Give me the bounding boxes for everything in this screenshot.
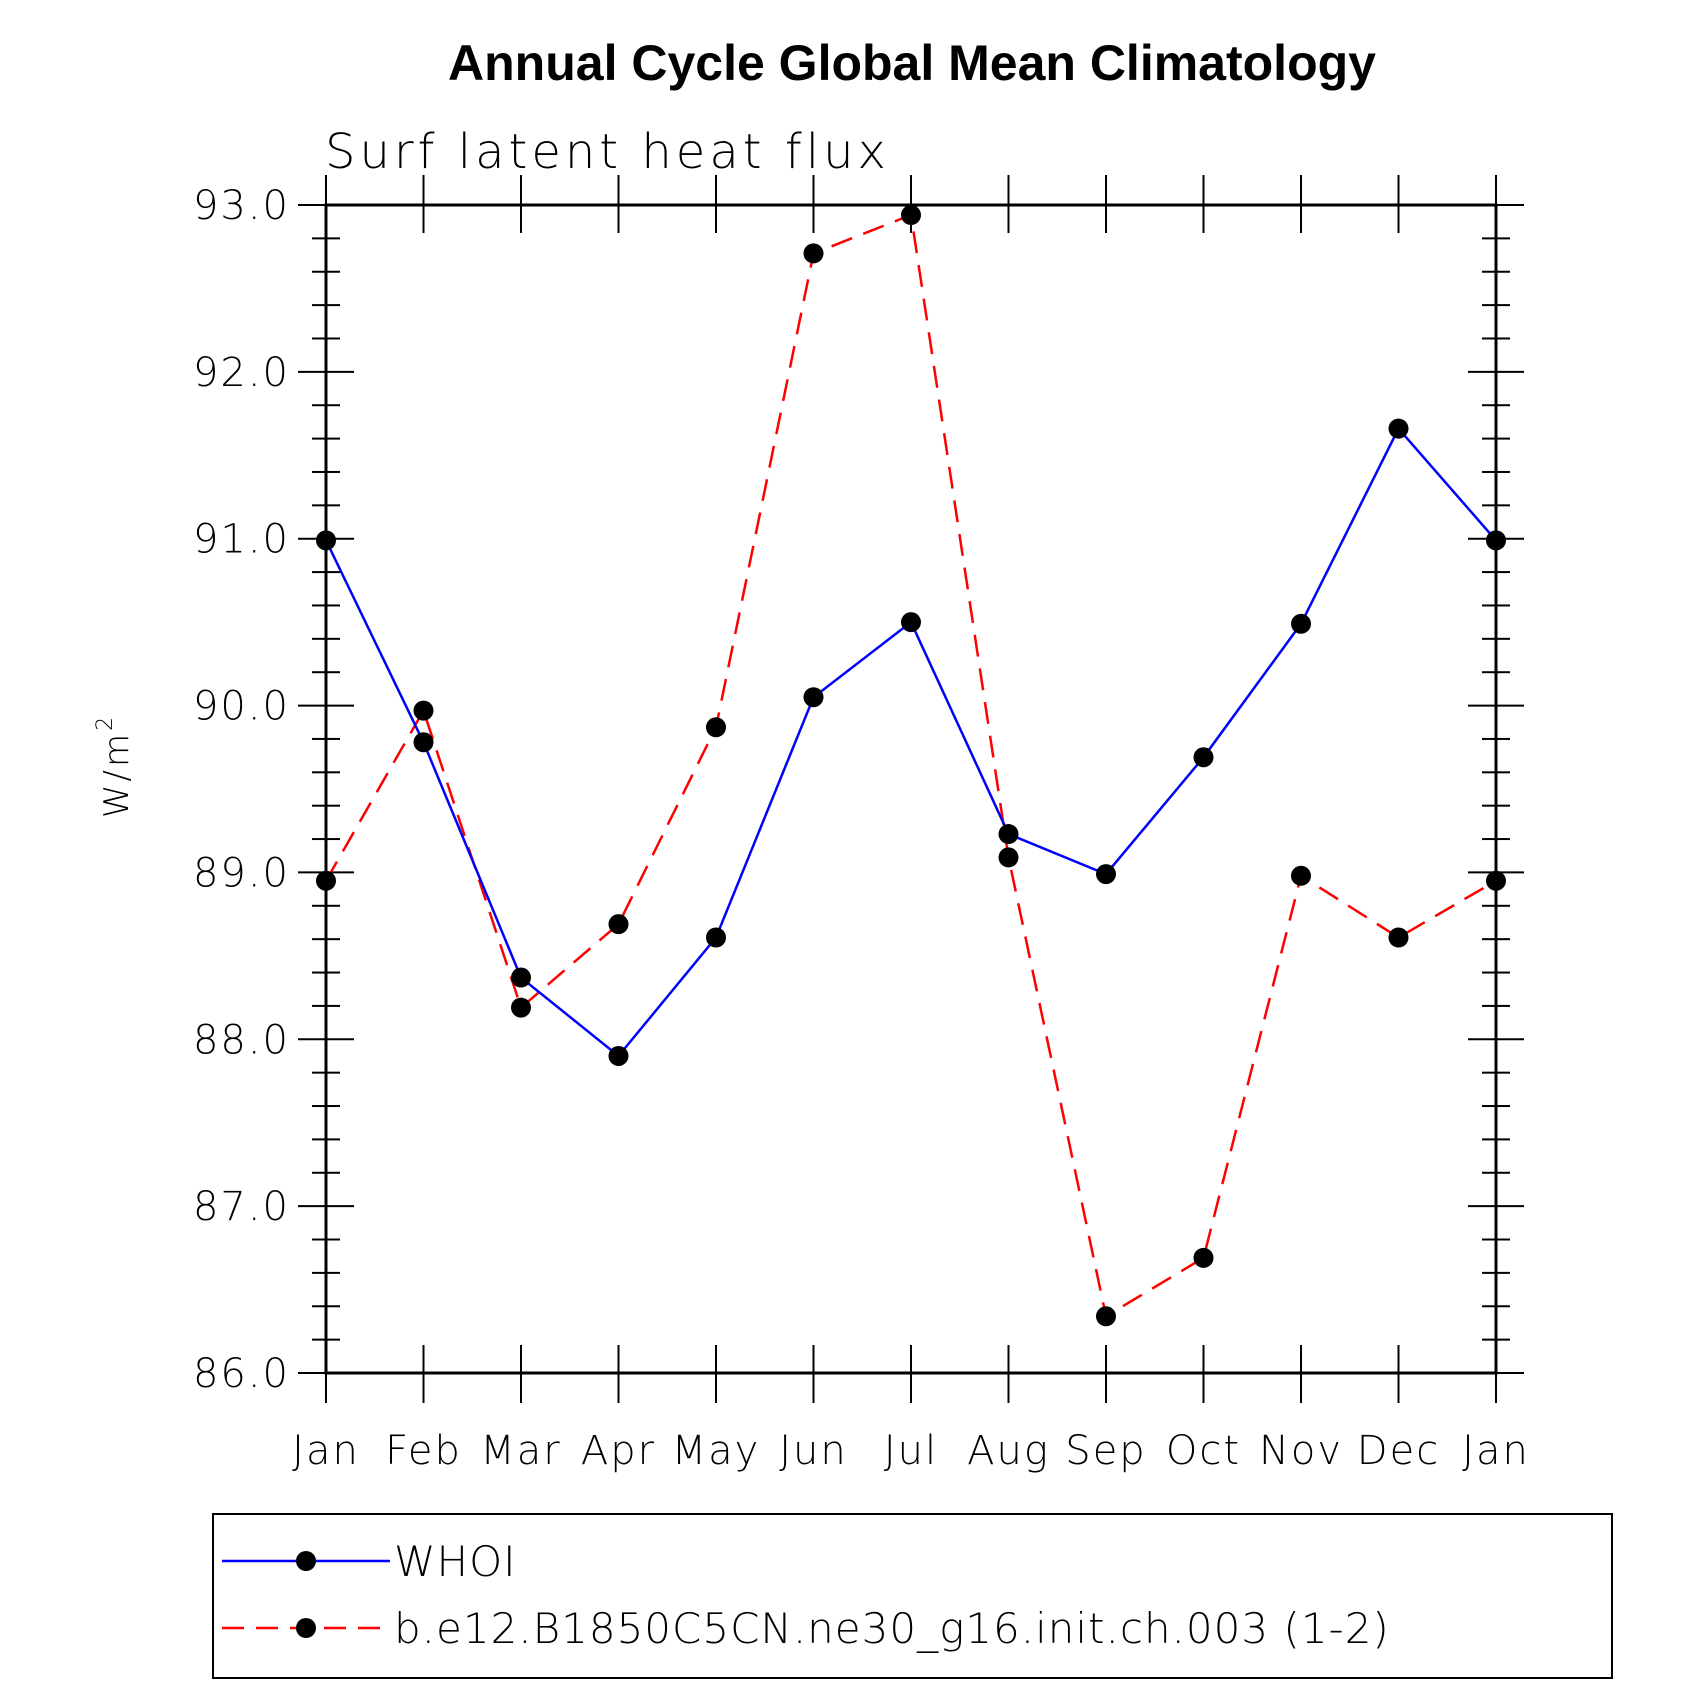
legend-marker-0	[296, 1551, 316, 1571]
data-point-series-0	[413, 732, 434, 753]
y-axis-label-superscript: 2	[93, 714, 118, 731]
data-point-series-0	[1388, 418, 1409, 439]
legend: WHOI b.e12.B1850C5CN.ne30_g16.init.ch.003…	[212, 1513, 1613, 1679]
x-tick-label: Mar	[480, 1428, 561, 1474]
y-tick-label: 87.0	[193, 1184, 290, 1230]
data-point-series-0	[1291, 613, 1311, 634]
data-point-series-0	[1096, 864, 1116, 885]
x-tick-label: Feb	[385, 1428, 462, 1474]
x-tick-label: Oct	[1166, 1428, 1241, 1474]
data-point-series-1	[1193, 1247, 1214, 1268]
legend-label-0: WHOI	[394, 1537, 517, 1586]
x-tick-label: Dec	[1357, 1428, 1440, 1474]
x-tick-label: Jun	[779, 1428, 848, 1474]
x-tick-label: Nov	[1259, 1428, 1343, 1474]
data-point-series-0	[511, 967, 531, 988]
data-point-series-1	[901, 205, 921, 226]
data-point-series-1	[608, 914, 629, 935]
chart-title: Annual Cycle Global Mean Climatology	[448, 35, 1376, 91]
y-tick-label: 86.0	[193, 1351, 290, 1397]
y-tick-label: 89.0	[193, 850, 290, 896]
data-point-series-1	[1096, 1306, 1116, 1327]
data-point-series-0	[316, 530, 336, 551]
plot-area: 86.0 87.0 88.0 89.0 90.0 91.0 92.0 93.0 Jan Feb Ma…	[193, 175, 1530, 1474]
data-point-series-1	[511, 997, 531, 1018]
x-tick-label: Sep	[1065, 1428, 1146, 1474]
legend-label-1: b.e12.B1850C5CN.ne30_g16.init.ch.003 (1-…	[394, 1604, 1390, 1653]
data-point-series-0	[803, 687, 824, 708]
chart-subtitle: Surf latent heat flux	[325, 124, 890, 180]
x-tick-label: Apr	[581, 1428, 656, 1474]
y-tick-label: 90.0	[193, 684, 290, 730]
x-tick-label: Jan	[1462, 1428, 1530, 1474]
data-point-series-0	[901, 612, 921, 633]
y-tick-label: 91.0	[193, 517, 290, 563]
data-point-series-0	[1193, 747, 1214, 768]
data-point-series-0	[998, 824, 1019, 845]
data-point-series-0	[706, 927, 726, 948]
data-point-series-0	[1486, 530, 1506, 551]
y-tick-label: 88.0	[193, 1017, 290, 1063]
y-axis-label: W/m2	[93, 714, 137, 818]
data-point-series-1	[316, 870, 336, 891]
x-tick-label: Jul	[884, 1428, 938, 1474]
x-tick-label: May	[672, 1428, 761, 1474]
plot-frame	[324, 203, 1498, 1375]
data-point-series-1	[803, 243, 824, 264]
series-line-0	[324, 426, 1497, 1058]
data-point-series-1	[413, 700, 434, 721]
data-point-series-1	[998, 847, 1019, 868]
y-axis-label-text: W/m	[97, 731, 137, 818]
x-tick-label: Jan	[292, 1428, 360, 1474]
y-tick-label: 93.0	[193, 183, 290, 229]
data-point-series-1	[1486, 870, 1506, 891]
data-point-series-1	[1388, 927, 1409, 948]
legend-box	[212, 1513, 1613, 1679]
data-point-series-0	[608, 1045, 629, 1066]
series-line-1	[324, 213, 1497, 1319]
y-tick-label: 92.0	[193, 350, 290, 396]
legend-marker-1	[296, 1618, 316, 1638]
data-point-series-1	[1291, 865, 1311, 886]
data-point-series-1	[706, 717, 726, 738]
x-tick-label: Aug	[967, 1428, 1050, 1474]
